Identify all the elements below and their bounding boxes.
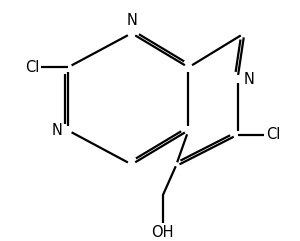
Text: Cl: Cl bbox=[266, 127, 280, 142]
Text: Cl: Cl bbox=[25, 60, 40, 75]
Text: N: N bbox=[243, 72, 254, 87]
Text: N: N bbox=[51, 123, 62, 138]
Text: OH: OH bbox=[152, 226, 174, 241]
Text: N: N bbox=[126, 13, 137, 28]
